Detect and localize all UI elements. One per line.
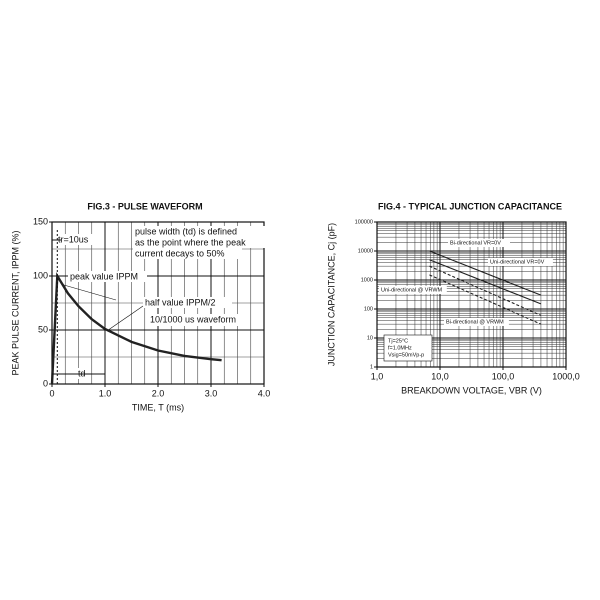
annotation: f=1.0MHz (388, 345, 412, 351)
series-label: Uni-directional VR=0V (490, 259, 545, 265)
y-tick-label: 50 (38, 324, 48, 334)
annotation: half value IPPM/2 (145, 297, 216, 307)
annotation: as the point where the peak (135, 237, 246, 247)
leader (106, 305, 144, 332)
x-axis-label: TIME, T (ms) (132, 402, 184, 412)
annotation: Tj=25°C (388, 338, 408, 344)
annotation: current decays to 50% (135, 248, 225, 258)
x-tick-label: 10,0 (431, 371, 449, 381)
annotation: tr=10us (58, 234, 89, 244)
series-label: Uni-directional @ VRWM (381, 287, 443, 293)
series-line (429, 274, 542, 325)
series-label: Bi-directional @ VRWM (446, 319, 504, 325)
label-bg (488, 258, 553, 266)
y-tick-label: 0 (43, 378, 48, 388)
note-bg (68, 271, 147, 282)
series-line (429, 265, 542, 316)
chart-title: FIG.4 - TYPICAL JUNCTION CAPACITANCE (378, 201, 562, 211)
label-bg (448, 239, 510, 247)
x-tick-label: 1,0 (371, 371, 384, 381)
series-line (429, 259, 542, 305)
annotation: peak value IPPM (70, 271, 138, 281)
y-tick-label: 1 (370, 364, 373, 370)
annotation: pulse width (td) is defined (135, 226, 237, 236)
x-tick-label: 3.0 (205, 388, 218, 398)
label-bg (379, 286, 447, 294)
note-bg (143, 297, 232, 308)
note-bg (133, 237, 272, 248)
series-line (429, 250, 542, 296)
x-tick-label: 100,0 (492, 371, 515, 381)
y-tick-label: 150 (33, 216, 48, 226)
x-tick-label: 1.0 (99, 388, 112, 398)
y-tick-label: 100 (364, 306, 373, 312)
leader (62, 284, 117, 301)
y-tick-label: 10 (367, 335, 373, 341)
label-bg (444, 318, 509, 326)
y-tick-label: 100 (33, 270, 48, 280)
y-axis-label: JUNCTION CAPACITANCE, Cj (pF) (326, 223, 336, 366)
label-bg (146, 314, 246, 326)
x-tick-label: 1000,0 (552, 371, 580, 381)
annotation: Vsig=50mVp-p (388, 352, 424, 358)
y-tick-label: 100000 (355, 219, 373, 225)
x-tick-label: 2.0 (152, 388, 165, 398)
x-tick-label: 4.0 (258, 388, 271, 398)
x-axis-label: BREAKDOWN VOLTAGE, VBR (V) (401, 385, 542, 395)
y-axis-label: PEAK PULSE CURRENT, IPPM (%) (10, 230, 20, 375)
note-bg (133, 226, 272, 237)
y-tick-label: 1000 (361, 277, 373, 283)
note-bg (133, 248, 242, 259)
chart-title: FIG.3 - PULSE WAVEFORM (87, 201, 202, 211)
series-label: Bi-directional VR=0V (450, 240, 501, 246)
note-box (383, 334, 433, 362)
annotation: td (78, 368, 86, 378)
y-tick-label: 10000 (358, 248, 373, 254)
series-label: 10/1000 us waveform (150, 314, 236, 324)
x-tick-label: 0 (49, 388, 54, 398)
note-bg (56, 234, 95, 245)
